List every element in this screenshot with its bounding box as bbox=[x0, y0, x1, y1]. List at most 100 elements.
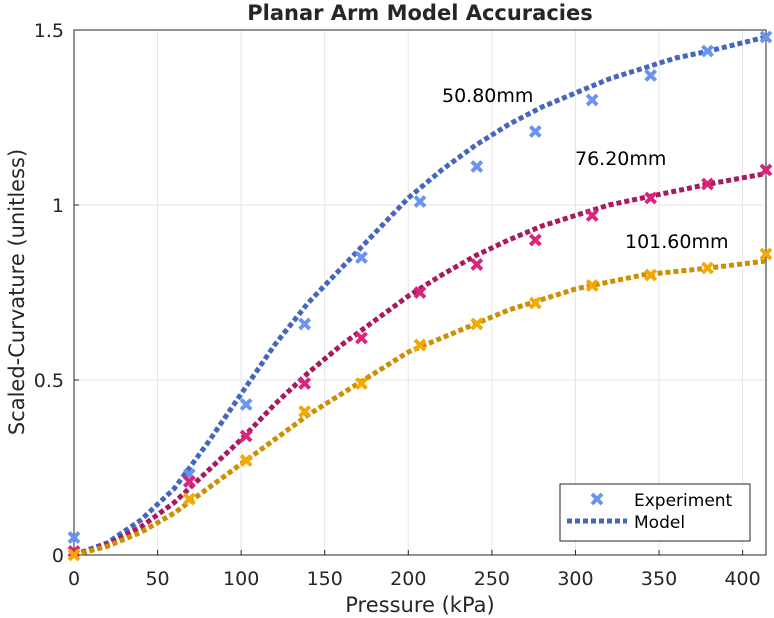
x-tick-label: 150 bbox=[307, 568, 343, 590]
experiment-point-series-1 bbox=[355, 251, 368, 264]
experiment-point-series-2 bbox=[585, 209, 599, 222]
series-label-50-80mm: 50.80mm bbox=[442, 85, 533, 107]
tick-labels: 0 50 100 150 200 250 300 350 400 0 0.5 1 1.5 bbox=[34, 20, 761, 590]
marker-stroke bbox=[413, 338, 427, 352]
marker-stroke bbox=[298, 377, 312, 390]
x-tick-label: 0 bbox=[68, 568, 80, 590]
axes-box bbox=[73, 29, 767, 556]
marker-stroke bbox=[759, 247, 773, 261]
experiment-point-series-3 bbox=[701, 261, 714, 275]
marker-stroke bbox=[644, 191, 658, 205]
experiment-point-series-2 bbox=[413, 286, 427, 299]
x-tick-label: 250 bbox=[474, 568, 510, 590]
marker-stroke bbox=[644, 268, 658, 282]
x-tick-label: 100 bbox=[223, 568, 259, 590]
x-axis-label: Pressure (kPa) bbox=[345, 593, 494, 617]
experiment-point-series-2 bbox=[67, 545, 81, 558]
axes bbox=[73, 29, 767, 556]
x-tick-label: 350 bbox=[641, 568, 677, 590]
marker-stroke bbox=[470, 258, 484, 271]
y-axis-label: Scaled-Curvature (unitless) bbox=[5, 149, 29, 435]
experiment-point-series-1 bbox=[67, 531, 81, 544]
experiment-point-series-3 bbox=[413, 338, 427, 352]
experiment-point-series-3 bbox=[759, 247, 773, 261]
experiment-point-series-3 bbox=[470, 317, 484, 331]
experiment-point-series-3 bbox=[182, 492, 196, 506]
marker-stroke bbox=[413, 286, 427, 299]
y-tick-label: 0.5 bbox=[34, 370, 64, 392]
legend-experiment-marker bbox=[590, 492, 604, 506]
experiment-point-series-3 bbox=[585, 279, 599, 292]
experiment-point-series-1 bbox=[701, 44, 714, 58]
experiment-point-series-1 bbox=[413, 195, 427, 208]
x-tick-label: 300 bbox=[557, 568, 593, 590]
marker-stroke bbox=[239, 429, 253, 443]
experiment-point-series-3 bbox=[355, 377, 368, 390]
chart-title: Planar Arm Model Accuracies bbox=[247, 1, 592, 25]
experiment-point-series-3 bbox=[239, 454, 253, 467]
marker-stroke bbox=[585, 279, 599, 292]
x-tick-label: 50 bbox=[145, 568, 169, 590]
experiment-point-series-2 bbox=[759, 163, 773, 177]
marker-stroke bbox=[67, 545, 81, 558]
marker-stroke bbox=[759, 30, 773, 44]
marker-stroke bbox=[701, 177, 714, 191]
experiment-point-series-1 bbox=[298, 317, 312, 331]
experiment-point-series-1 bbox=[585, 93, 599, 107]
marker-stroke bbox=[470, 317, 484, 331]
experiment-point-series-1 bbox=[239, 398, 253, 411]
series-label-101-60mm: 101.60mm bbox=[625, 231, 729, 253]
marker-stroke bbox=[355, 377, 368, 390]
marker-stroke bbox=[701, 44, 714, 58]
experiment-point-series-1 bbox=[528, 125, 542, 138]
marker-stroke bbox=[182, 475, 196, 488]
marker-stroke bbox=[585, 93, 599, 107]
marker-stroke bbox=[528, 233, 542, 247]
x-tick-label: 400 bbox=[724, 568, 760, 590]
legend-model-label: Model bbox=[634, 513, 685, 533]
series-label-76-20mm: 76.20mm bbox=[575, 148, 666, 170]
marker-stroke bbox=[413, 195, 427, 208]
marker-stroke bbox=[759, 163, 773, 177]
plot-area bbox=[67, 30, 773, 562]
experiment-point-series-1 bbox=[470, 160, 484, 173]
experiment-point-series-3 bbox=[528, 296, 542, 310]
experiment-point-series-2 bbox=[701, 177, 714, 191]
experiment-point-series-3 bbox=[644, 268, 658, 282]
experiment-point-series-2 bbox=[239, 429, 253, 443]
marker-stroke bbox=[644, 69, 658, 82]
marker-stroke bbox=[590, 492, 604, 506]
marker-stroke bbox=[67, 531, 81, 544]
experiment-point-series-2 bbox=[355, 331, 368, 345]
marker-stroke bbox=[470, 160, 484, 173]
marker-stroke bbox=[355, 251, 368, 264]
marker-stroke bbox=[298, 317, 312, 331]
experiment-point-series-1 bbox=[644, 69, 658, 82]
marker-stroke bbox=[239, 398, 253, 411]
marker-stroke bbox=[182, 492, 196, 506]
experiment-point-series-2 bbox=[182, 475, 196, 488]
experiment-point-series-1 bbox=[759, 30, 773, 44]
experiment-point-series-3 bbox=[67, 548, 81, 562]
marker-stroke bbox=[298, 405, 312, 418]
legend: Experiment Model bbox=[559, 483, 751, 542]
x-tick-label: 200 bbox=[390, 568, 426, 590]
experiment-point-series-2 bbox=[470, 258, 484, 271]
marker-stroke bbox=[701, 261, 714, 275]
experiment-point-series-2 bbox=[644, 191, 658, 205]
marker-stroke bbox=[355, 331, 368, 345]
y-tick-label: 0 bbox=[52, 545, 64, 567]
marker-stroke bbox=[67, 548, 81, 562]
marker-stroke bbox=[528, 125, 542, 138]
marker-stroke bbox=[239, 454, 253, 467]
experiment-point-series-2 bbox=[298, 377, 312, 390]
legend-box bbox=[559, 483, 751, 542]
experiment-point-series-3 bbox=[298, 405, 312, 418]
legend-cross bbox=[590, 492, 604, 506]
marker-stroke bbox=[528, 296, 542, 310]
legend-experiment-label: Experiment bbox=[634, 491, 733, 511]
y-tick-label: 1.5 bbox=[34, 20, 64, 42]
y-tick-label: 1 bbox=[52, 195, 64, 217]
experiment-point-series-2 bbox=[528, 233, 542, 247]
